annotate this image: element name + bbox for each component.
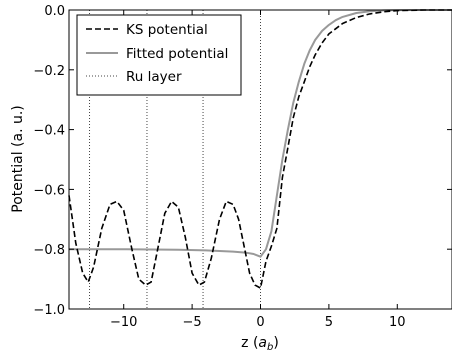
x-tick-label: 5 [325,315,333,330]
x-tick-label: 10 [389,315,406,330]
x-axis-title-subscript: b [267,342,273,353]
y-tick-label: −0.8 [33,243,65,258]
legend-label-fitted: Fitted potential [126,46,228,62]
y-axis-title: Potential (a. u.) [10,105,26,213]
x-axis-title: z (ab) [241,335,279,353]
legend-label-ru: Ru layer [126,69,182,85]
ks-potential-line [68,9,452,289]
axes-layer: −10 −5 0 5 10 −1.0 −0.8 −0.6 −0.4 −0.2 0.0 [33,4,452,330]
data-layer [68,9,452,309]
y-tick-label: −1.0 [33,303,65,318]
x-axis-title-prefix: z ( [241,335,258,351]
x-tick-label: −10 [110,315,137,330]
y-tick-label: −0.4 [33,124,65,139]
x-tick-label: −5 [183,315,202,330]
x-tick-label: 0 [256,315,264,330]
legend: KS potential Fitted potential Ru layer [76,14,242,96]
y-tick-label: −0.2 [33,64,65,79]
y-tick-label: 0.0 [44,4,65,19]
x-axis-title-symbol: a [258,335,267,351]
fitted-potential-line [69,9,452,258]
y-tick-label: −0.6 [33,183,65,198]
x-axis-title-suffix: ) [273,335,278,351]
legend-label-ks: KS potential [126,22,208,38]
